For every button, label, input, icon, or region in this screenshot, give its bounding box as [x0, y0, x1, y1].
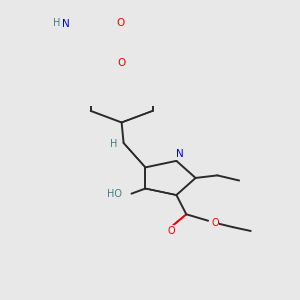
Text: O: O	[116, 18, 125, 28]
Text: N: N	[62, 19, 70, 29]
Text: H: H	[110, 139, 117, 149]
Text: HO: HO	[106, 189, 122, 199]
Text: O: O	[211, 218, 219, 228]
Text: H: H	[52, 18, 60, 28]
Text: N: N	[176, 149, 183, 159]
Text: O: O	[168, 226, 175, 236]
Text: O: O	[118, 58, 126, 68]
